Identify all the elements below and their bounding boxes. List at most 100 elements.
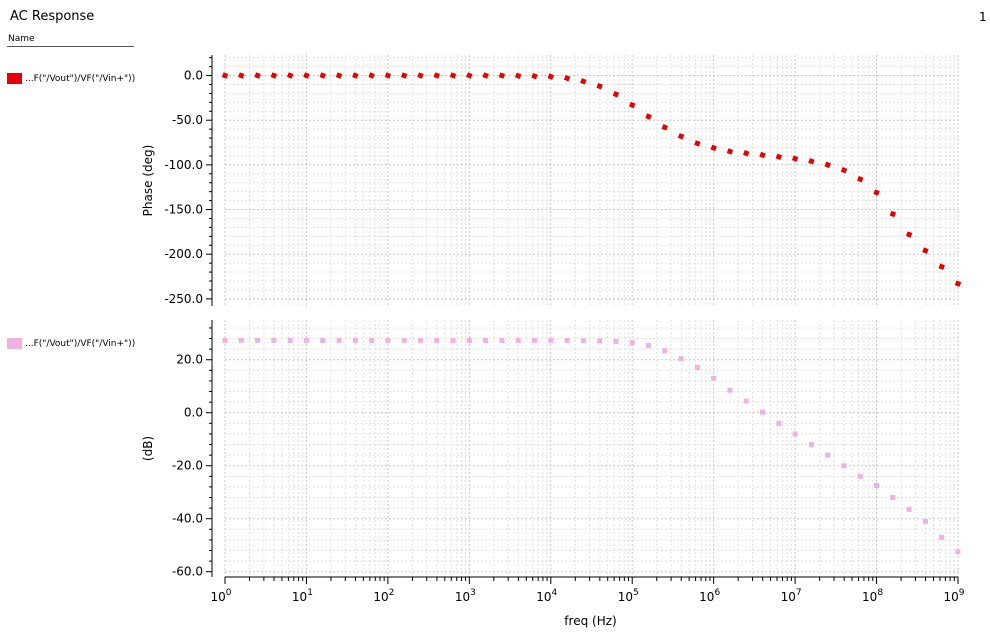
data-point	[792, 431, 798, 437]
x-tick-label: 109	[943, 588, 964, 604]
data-point	[303, 337, 309, 343]
data-point	[466, 72, 473, 79]
y-tick-label: -50.0	[172, 113, 203, 127]
data-point	[824, 161, 831, 169]
data-point	[890, 495, 896, 501]
data-point	[514, 72, 522, 80]
data-point	[922, 247, 929, 254]
data-point	[825, 452, 831, 458]
data-point	[319, 72, 326, 79]
x-tick-label: 100	[210, 588, 231, 604]
data-point	[905, 231, 913, 238]
data-point	[841, 463, 847, 469]
legend-swatch-phase	[7, 73, 22, 84]
data-point	[661, 124, 669, 131]
x-tick-label: 104	[536, 588, 557, 604]
data-point	[743, 150, 750, 157]
data-point	[922, 518, 928, 524]
data-point	[906, 506, 912, 512]
data-point	[417, 337, 423, 343]
data-point	[889, 210, 897, 218]
data-point	[938, 263, 945, 270]
y-tick-label: 0.0	[184, 406, 203, 420]
series-1-0	[222, 337, 961, 555]
legend-header-rule	[7, 46, 134, 47]
data-point	[547, 73, 554, 80]
data-point	[222, 337, 228, 343]
data-point	[369, 337, 375, 343]
x-tick-label: 106	[699, 588, 720, 604]
data-point	[955, 549, 961, 555]
data-point	[466, 337, 472, 343]
data-point	[775, 153, 783, 161]
data-point	[548, 337, 554, 343]
data-point	[483, 337, 489, 343]
data-point	[417, 72, 424, 79]
data-point	[336, 337, 342, 343]
data-point	[580, 338, 586, 344]
window-title: AC Response	[10, 9, 95, 24]
data-point	[254, 72, 261, 79]
data-point	[776, 420, 782, 426]
plot-panel-1: 20.0 0.0 -20.0 -40.0 -60.0 (dB)	[141, 320, 961, 579]
legend-label-phase: ...F("/Vout")/VF("/Vin+"))	[25, 73, 136, 84]
data-point	[564, 337, 570, 343]
data-point	[335, 72, 343, 79]
y-tick-label: -40.0	[172, 512, 203, 526]
data-point	[808, 158, 815, 165]
data-point	[368, 72, 375, 79]
legend-name-header[interactable]: Name	[8, 34, 35, 44]
data-point	[286, 72, 294, 79]
legend-entry-magnitude[interactable]: ...F("/Vout")/VF("/Vin+"))	[7, 338, 135, 349]
data-point	[580, 78, 587, 85]
data-point	[727, 387, 733, 393]
data-point	[287, 337, 293, 343]
data-point	[303, 72, 310, 79]
x-axis-label: freq (Hz)	[564, 614, 616, 628]
data-point	[629, 101, 636, 109]
data-point	[743, 398, 749, 404]
y-tick-label: -250.0	[164, 292, 203, 306]
data-point	[694, 140, 701, 147]
x-tick-label: 101	[292, 588, 313, 604]
x-tick-label: 108	[862, 588, 883, 604]
data-point	[874, 483, 880, 489]
data-point	[759, 151, 766, 159]
y-tick-label: 20.0	[176, 353, 203, 367]
legend-swatch-magnitude	[7, 338, 22, 349]
data-point	[710, 144, 717, 152]
data-point	[629, 340, 635, 346]
data-point	[352, 72, 359, 79]
plot-panel-0: 0.0 -50.0 -100.0 -150.0 -200.0 -250.0 Phase (d…	[141, 55, 962, 306]
x-tick-label: 103	[455, 588, 476, 604]
data-point	[711, 375, 717, 381]
data-point	[791, 155, 799, 162]
data-point	[384, 72, 392, 79]
x-tick-label: 105	[618, 588, 639, 604]
data-point	[499, 337, 505, 343]
data-point	[450, 337, 456, 343]
data-point	[939, 534, 945, 540]
data-point	[597, 338, 603, 344]
data-point	[726, 148, 734, 155]
data-point	[857, 473, 863, 479]
y-axis-label: Phase (deg)	[141, 145, 155, 217]
data-point	[857, 175, 864, 183]
data-point	[400, 72, 408, 79]
data-point	[221, 72, 229, 79]
series-0-0	[221, 72, 962, 287]
data-point	[612, 91, 620, 98]
data-point	[596, 83, 603, 90]
data-point	[531, 337, 537, 343]
data-point	[498, 72, 506, 79]
legend-entry-phase[interactable]: ...F("/Vout")/VF("/Vin+"))	[7, 73, 135, 84]
data-point	[760, 409, 766, 415]
data-point	[694, 364, 700, 370]
data-point	[678, 356, 684, 362]
x-tick-label: 102	[373, 588, 394, 604]
data-point	[320, 337, 326, 343]
y-axis-label: (dB)	[141, 436, 155, 461]
data-point	[662, 348, 668, 354]
y-tick-label: 0.0	[184, 69, 203, 83]
